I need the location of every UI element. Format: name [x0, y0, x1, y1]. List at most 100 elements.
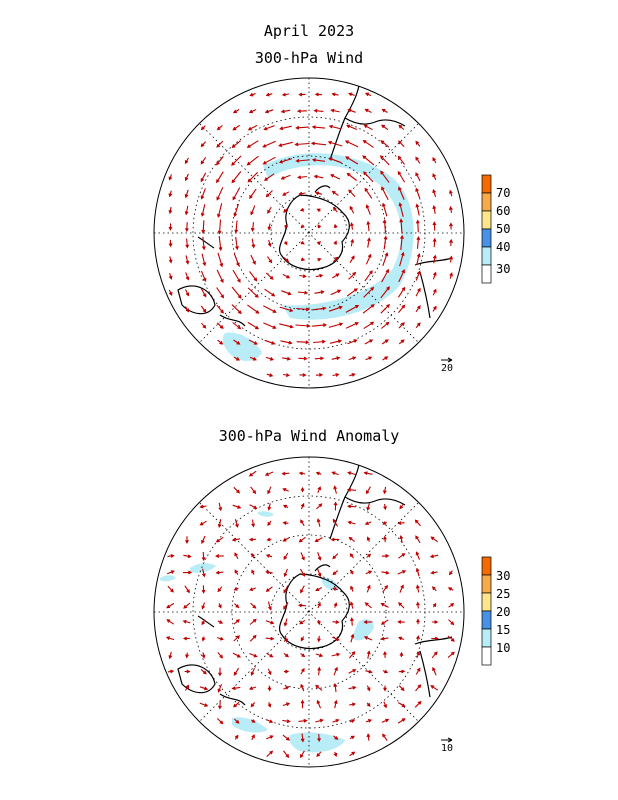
- vectors-top-arrow-92: [263, 322, 277, 329]
- vectors-top-arrow-185: [349, 373, 356, 377]
- vectors-bottom-arrow-108: [283, 669, 290, 674]
- vectors-bottom-arrow-189: [364, 521, 372, 525]
- vectors-bottom-arrow-120: [299, 568, 306, 577]
- vectors-bottom-arrow-138: [317, 568, 322, 577]
- vectors-bottom-arrow-181: [348, 685, 357, 690]
- vectors-bottom-arrow-44: [217, 718, 224, 725]
- vectors-bottom-arrow-112: [282, 734, 291, 741]
- colorbar-top-label-70: 70: [496, 186, 510, 200]
- vectors-bottom-arrow-28: [200, 668, 207, 675]
- vectors-bottom-arrow-53: [233, 619, 240, 625]
- colorbar-bottom-label-10: 10: [496, 641, 510, 655]
- vectors-top-arrow-52: [234, 220, 239, 234]
- vectors-top-arrow-83: [263, 173, 275, 181]
- vectors-bottom-arrow-17: [184, 684, 190, 691]
- vectors-bottom-arrow-239: [416, 618, 420, 625]
- vectors-bottom-arrow-233: [414, 519, 421, 527]
- vectors-top-arrow-49: [231, 171, 242, 184]
- vectors-bottom-arrow-255: [448, 570, 453, 576]
- vectors-bottom-arrow-65: [248, 537, 256, 542]
- vectors-bottom-arrow-48: [231, 537, 241, 542]
- vectors-top-arrow-90: [264, 288, 276, 297]
- vectors-top-arrow-55: [232, 269, 241, 283]
- vectors-top-arrow-225: [399, 218, 404, 234]
- vectors-bottom-arrow-162: [333, 666, 338, 676]
- vectors-bottom-arrow-130: [300, 733, 305, 743]
- vectors-bottom-arrow-136: [314, 537, 323, 542]
- vectors-bottom-arrow-168: [347, 471, 356, 476]
- vectors-top-arrow-40: [216, 269, 224, 284]
- vectors-top-arrow-129: [296, 340, 310, 345]
- vectors-top-arrow-255: [449, 189, 453, 197]
- vectors-top-arrow-135: [310, 141, 327, 146]
- panel-top-shading: [222, 153, 414, 361]
- vectors-bottom-arrow-260: [447, 651, 455, 659]
- vectors-bottom-arrow-167: [333, 751, 338, 757]
- vectors-top-arrow-174: [348, 189, 356, 198]
- vectors-top-arrow-106: [283, 257, 290, 263]
- vectors-top-arrow-4: [168, 239, 173, 248]
- vectors-top-arrow-226: [400, 234, 404, 250]
- vectors-top-arrow-248: [432, 204, 437, 214]
- vectors-bottom-arrow-57: [231, 686, 241, 691]
- vectors-bottom-arrow-46: [232, 504, 242, 509]
- vectors-top-arrow-14: [185, 255, 190, 265]
- vectors-bottom-arrow-229: [398, 669, 406, 674]
- vectors-bottom-arrow-37: [218, 603, 222, 609]
- vectors-bottom-arrow-75: [250, 702, 256, 708]
- vectors-top-arrow-194: [366, 220, 371, 232]
- vectors-top-arrow-95: [266, 373, 274, 377]
- vectors-bottom-arrow-54: [233, 635, 241, 642]
- vectors-top-arrow-115: [296, 109, 307, 113]
- vectors-top-arrow-211: [383, 235, 388, 250]
- vectors-bottom-arrow-40: [217, 651, 224, 659]
- vectors-top-arrow-8: [184, 157, 189, 165]
- vectors-top-arrow-209: [381, 202, 388, 217]
- vectors-bottom-arrow-122: [297, 603, 306, 608]
- vectors-bottom-arrow-104: [283, 601, 289, 610]
- vectors-top-arrow-235: [415, 172, 421, 182]
- vectors-top-arrow-243: [415, 305, 421, 313]
- vectors-bottom-arrow-91: [267, 685, 272, 692]
- vectors-top-arrow-151: [330, 108, 340, 113]
- vectors-top-arrow-128: [295, 323, 311, 328]
- vectors-top-arrow-238: [415, 219, 420, 233]
- vectors-top-arrow-246: [432, 173, 437, 181]
- vectors-top-arrow-25: [201, 236, 206, 251]
- vectors-top-arrow-162: [330, 289, 342, 296]
- vectors-top-arrow-72: [249, 271, 258, 282]
- vectors-bottom-arrow-172: [348, 536, 355, 542]
- vectors-top-arrow-88: [267, 256, 273, 264]
- vectors-top-arrow-98: [279, 125, 292, 131]
- vectors-top-arrow-179: [348, 271, 357, 280]
- vectors-top-arrow-60: [233, 356, 241, 361]
- vectors-bottom-arrow-49: [234, 552, 239, 560]
- vectors-top-arrow-184: [348, 356, 357, 361]
- vectors-bottom-arrow-51: [233, 587, 239, 591]
- vectors-top-arrow-172: [345, 156, 359, 165]
- vectors-top-arrow-139: [316, 208, 321, 213]
- vectors-bottom-arrow-160: [332, 636, 340, 641]
- vectors-bottom-arrow-152: [333, 501, 338, 511]
- vectors-top-arrow-230: [398, 304, 406, 313]
- vectors-bottom-arrow-93: [266, 719, 274, 724]
- reference-vector-bottom-label: 10: [441, 743, 453, 754]
- vectors-top-arrow-177: [350, 238, 355, 247]
- vectors-top-arrow-75: [247, 321, 260, 330]
- vectors-bottom-arrow-209: [382, 584, 388, 593]
- vectors-bottom-arrow-206: [383, 535, 387, 543]
- vectors-top-arrow-169: [347, 108, 356, 113]
- vectors-bottom-arrow-52: [234, 603, 240, 609]
- vectors-bottom-arrow-205: [382, 521, 387, 525]
- vectors-top-arrow-44: [217, 339, 224, 345]
- vectors-bottom-arrow-11: [184, 585, 190, 594]
- vectors-top-arrow-0: [168, 174, 173, 181]
- vectors-top-arrow-11: [184, 205, 189, 216]
- vectors-top-arrow-140: [317, 224, 322, 229]
- vectors-top-arrow-218: [382, 356, 389, 361]
- vectors-bottom-arrow-191: [366, 553, 372, 558]
- vectors-top-arrow-27: [200, 270, 207, 282]
- vectors-bottom-arrow-24: [201, 602, 206, 610]
- vectors-top-arrow-96: [281, 92, 290, 97]
- vectors-top-arrow-108: [281, 290, 292, 296]
